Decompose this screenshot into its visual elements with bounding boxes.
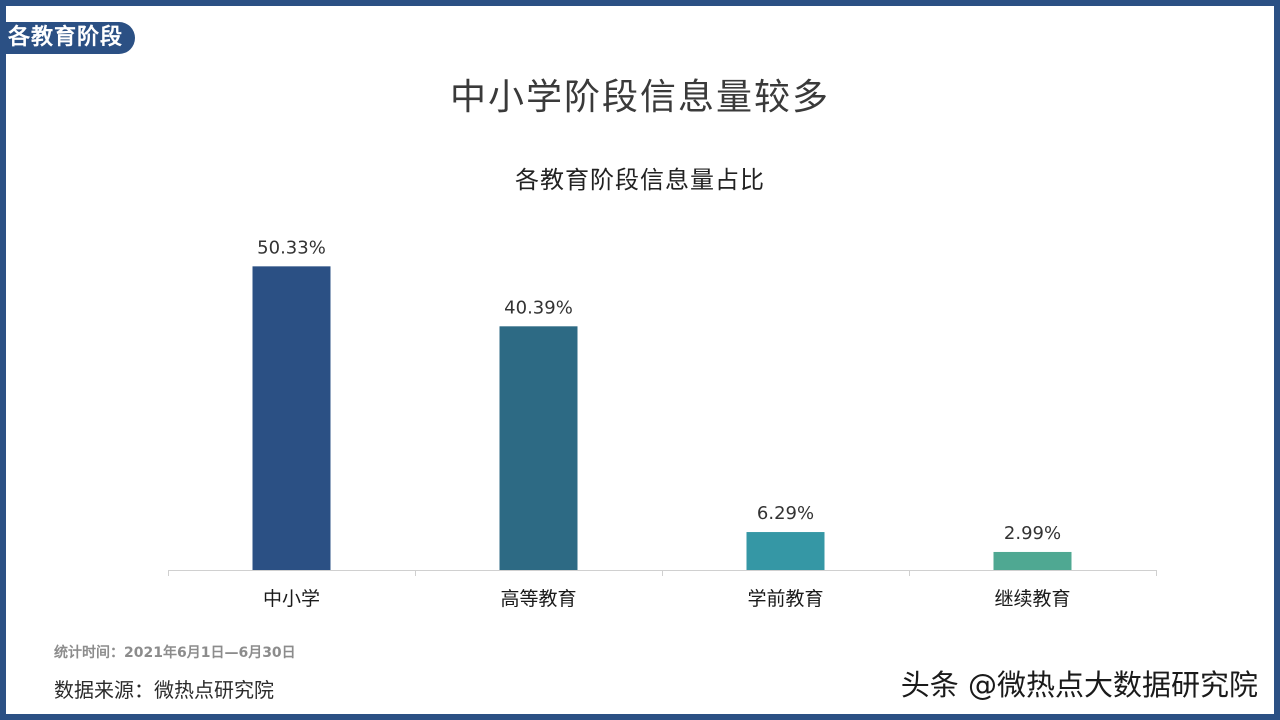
category-label: 学前教育	[747, 588, 823, 610]
data-label: 50.33%	[257, 237, 326, 258]
data-label: 40.39%	[504, 297, 573, 318]
chart-title: 各教育阶段信息量占比	[515, 166, 765, 194]
main-title: 中小学阶段信息量较多	[449, 77, 830, 118]
bar	[746, 532, 825, 570]
category-label: 高等教育	[500, 588, 576, 610]
statistics-period: 统计时间：2021年6月1日—6月30日	[54, 645, 296, 661]
section-tag: 各教育阶段	[0, 22, 136, 54]
data-source: 数据来源：微热点研究院	[54, 678, 274, 702]
bar	[993, 551, 1072, 570]
category-label: 中小学	[263, 588, 320, 610]
watermark: 头条 @微热点大数据研究院	[900, 668, 1259, 702]
data-label: 2.99%	[1004, 523, 1061, 544]
category-label: 继续教育	[994, 588, 1070, 610]
data-label: 6.29%	[757, 503, 814, 524]
bar	[499, 326, 578, 570]
bar	[252, 266, 331, 570]
